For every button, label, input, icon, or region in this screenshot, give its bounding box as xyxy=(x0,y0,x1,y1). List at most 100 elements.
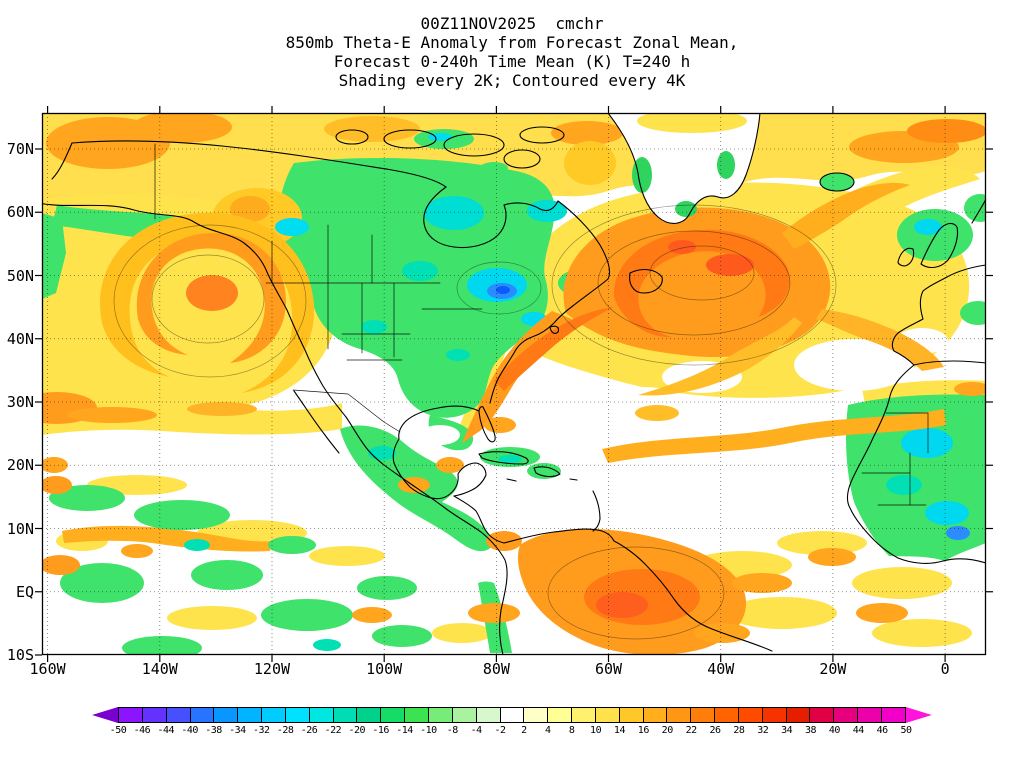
colorbar-segment xyxy=(834,707,859,723)
colorbar-segment xyxy=(214,707,239,723)
colorbar-labels: -50 -46 -44 -40 -38 -34 -32 -28 -26 -22 -20 -16 -14-… xyxy=(92,725,932,738)
run-and-model-title: 00Z11NOV2025 cmchr xyxy=(420,14,604,33)
lat-axis-label: 40N xyxy=(6,329,34,348)
colorbar-segment xyxy=(619,707,644,723)
colorbar-tick-label: -2 xyxy=(494,725,507,736)
colorbar-segment xyxy=(190,707,215,723)
colorbar-segment xyxy=(405,707,429,723)
colorbar-tick-label: -34 xyxy=(229,725,246,736)
colorbar-tick-label: -46 xyxy=(133,725,151,736)
variable-title: 850mb Theta-E Anomaly from Forecast Zona… xyxy=(285,33,739,52)
colorbar-segment xyxy=(92,707,118,723)
lon-axis-label: 40W xyxy=(707,660,735,678)
colorbar-tick-label: 50 xyxy=(900,725,912,736)
colorbar-tick-label: -16 xyxy=(372,725,389,736)
colorbar-tick-label: 20 xyxy=(661,725,674,736)
colorbar-tick-label: -38 xyxy=(205,725,222,736)
colorbar-segment xyxy=(500,707,525,723)
colorbar-tick-label: -40 xyxy=(181,725,198,736)
colorbar-tick-label: 34 xyxy=(781,725,793,736)
colorbar-segment xyxy=(166,707,191,723)
colorbar: -50 -46 -44 -40 -38 -34 -32 -28 -26 -22 -20 -16 -14-… xyxy=(92,707,932,738)
shading-contour-title: Shading every 2K; Contoured every 4K xyxy=(338,71,686,90)
lat-axis-label: EQ xyxy=(15,582,34,601)
colorbar-tick-label: 16 xyxy=(637,725,650,736)
map xyxy=(35,106,993,662)
lat-axis-label: 10S xyxy=(6,646,34,664)
colorbar-segment xyxy=(572,707,596,723)
colorbar-segment xyxy=(762,707,787,723)
colorbar-segment xyxy=(142,707,167,723)
colorbar-segment xyxy=(715,707,739,723)
colorbar-tick-label: -26 xyxy=(300,725,318,736)
colorbar-segment xyxy=(786,707,811,723)
gridlines xyxy=(42,113,986,655)
colorbar-segment xyxy=(548,707,573,723)
colorbar-tick-label: -20 xyxy=(348,725,366,736)
colorbar-tick-label: 22 xyxy=(685,725,698,736)
colorbar-tick-label: -44 xyxy=(157,725,175,736)
colorbar-segment xyxy=(524,707,549,723)
colorbar-tick-label: -10 xyxy=(420,725,437,736)
colorbar-tick-label: -14 xyxy=(396,725,413,736)
colorbar-segment xyxy=(428,707,453,723)
colorbar-segment xyxy=(858,707,882,723)
colorbar-segment xyxy=(309,707,334,723)
lat-axis-label: 30N xyxy=(6,393,34,411)
colorbar-segment xyxy=(381,707,406,723)
lon-axis-label: 160W xyxy=(29,660,66,678)
colorbar-segment xyxy=(905,707,932,723)
colorbar-tick-label: 32 xyxy=(757,725,769,736)
lat-axis-label: 70N xyxy=(6,140,34,158)
colorbar-segment xyxy=(810,707,835,723)
colorbar-tick-label: 40 xyxy=(828,725,841,736)
colorbar-bar xyxy=(92,707,932,723)
shading-layer xyxy=(42,113,986,655)
colorbar-segment xyxy=(882,707,906,723)
axis-ticks xyxy=(35,106,993,662)
colorbar-segment xyxy=(238,707,263,723)
lon-axis: 160W 140W 120W 100W 80W 60W 40W 20W 0 xyxy=(30,660,986,680)
colorbar-tick-label: 28 xyxy=(733,725,745,736)
lon-axis-label: 140W xyxy=(141,660,178,678)
colorbar-segment xyxy=(452,707,477,723)
colorbar-segment xyxy=(738,707,763,723)
colorbar-segment xyxy=(285,707,310,723)
lat-axis-label: 10N xyxy=(6,519,34,538)
colorbar-segment xyxy=(643,707,668,723)
colorbar-tick-label: 38 xyxy=(804,725,817,736)
colorbar-tick-label: -32 xyxy=(252,725,270,736)
colorbar-tick-label: 8 xyxy=(568,725,575,736)
forecast-period-title: Forecast 0-240h Time Mean (K) T=240 h xyxy=(333,52,691,71)
lon-axis-label: 0 xyxy=(940,660,950,678)
lat-axis-label: 20N xyxy=(6,456,34,475)
colorbar-segment xyxy=(691,707,716,723)
colorbar-segment xyxy=(667,707,692,723)
colorbar-tick-label: 44 xyxy=(852,725,865,736)
map-canvas xyxy=(35,106,993,662)
colorbar-tick-label: 4 xyxy=(545,725,551,736)
contour-lines xyxy=(113,204,837,640)
greenland xyxy=(608,113,760,224)
colorbar-segment xyxy=(595,707,620,723)
lon-axis-label: 100W xyxy=(366,660,403,678)
colorbar-tick-label: 46 xyxy=(876,725,889,736)
map-frame xyxy=(41,112,987,656)
colorbar-tick-label: 10 xyxy=(590,725,602,736)
colorbar-segment xyxy=(476,707,501,723)
colorbar-segment xyxy=(262,707,286,723)
lon-axis-label: 60W xyxy=(595,660,623,678)
lon-axis-label: 80W xyxy=(482,660,510,678)
colorbar-tick-label: -28 xyxy=(276,725,294,736)
colorbar-tick-label: -4 xyxy=(470,725,483,736)
colorbar-tick-label: -22 xyxy=(324,725,342,736)
colorbar-segment xyxy=(333,707,358,723)
colorbar-segment xyxy=(357,707,382,723)
colorbar-tick-label: 2 xyxy=(521,725,527,736)
lon-axis-label: 20W xyxy=(819,660,847,678)
lat-axis-label: 60N xyxy=(6,203,34,222)
title-block: 00Z11NOV2025 cmchr 850mb Theta-E Anomaly… xyxy=(0,14,1024,90)
lat-axis: 70N 60N 50N 40N 30N 20N 10N EQ 10S xyxy=(0,113,37,664)
lon-axis-label: 120W xyxy=(253,660,291,678)
